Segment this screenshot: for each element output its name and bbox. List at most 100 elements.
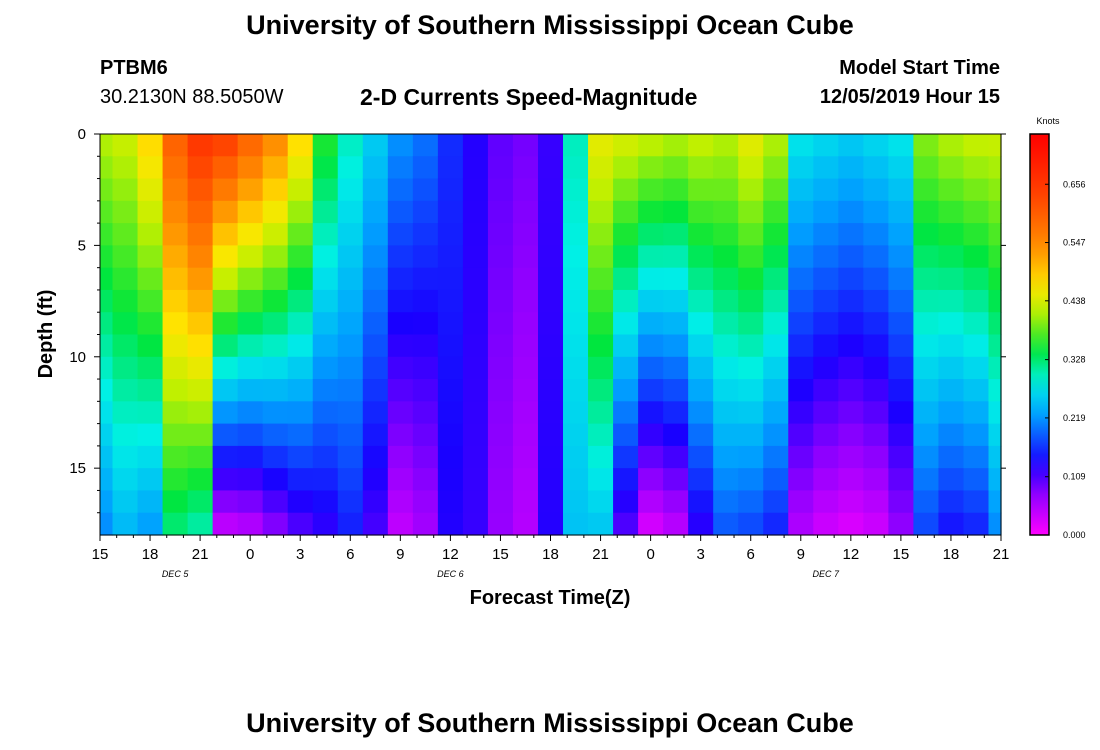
colorbar-tick-label: 0.109: [1063, 472, 1086, 482]
heatmap-cell: [913, 423, 940, 447]
heatmap-cell: [537, 423, 564, 447]
heatmap-cell: [913, 401, 940, 425]
heatmap-cell: [537, 223, 564, 246]
colorbar-tick-label: 0.438: [1063, 296, 1086, 306]
heatmap-cell: [813, 223, 839, 246]
heatmap-cell: [287, 223, 314, 246]
heatmap-cell: [713, 490, 739, 514]
heatmap-cell: [738, 156, 764, 180]
heatmap-cell: [763, 134, 789, 157]
heatmap-cell: [237, 312, 264, 336]
heatmap-cell: [100, 468, 114, 492]
heatmap-cell: [738, 512, 764, 536]
heatmap-cell: [563, 334, 589, 358]
heatmap-cell: [988, 156, 1002, 180]
heatmap-cell: [588, 178, 614, 202]
heatmap-cell: [312, 156, 339, 180]
heatmap-cell: [663, 156, 689, 180]
heatmap-cell: [563, 379, 589, 402]
heatmap-cell: [663, 245, 689, 269]
heatmap-cell: [938, 490, 965, 514]
heatmap-cell: [362, 379, 389, 402]
y-axis-label: Depth (ft): [35, 290, 57, 379]
heatmap-cell: [988, 468, 1002, 492]
heatmap-cell: [963, 156, 990, 180]
heatmap-cell: [537, 334, 564, 358]
heatmap-cell: [938, 134, 965, 157]
heatmap-cell: [788, 356, 814, 380]
heatmap-cell: [863, 334, 889, 358]
heatmap-cell: [813, 312, 839, 336]
heatmap-cell: [763, 356, 789, 380]
colorbar-legend: Knots 0.000 0.109 0.219 0.328 0.438 0.547 0.65…: [1029, 116, 1086, 540]
heatmap-cell: [563, 245, 589, 269]
heatmap-cell: [963, 423, 990, 447]
heatmap-cell: [187, 512, 214, 536]
heatmap-cell: [838, 289, 864, 313]
heatmap-cell: [838, 490, 864, 514]
heatmap-cell: [537, 245, 564, 269]
heatmap-cell: [462, 334, 489, 358]
heatmap-cell: [863, 356, 889, 380]
heatmap-cell: [512, 379, 539, 402]
heatmap-cell: [262, 512, 289, 536]
heatmap-cell: [437, 312, 464, 336]
heatmap-cell: [537, 512, 564, 536]
heatmap-cell: [262, 245, 289, 269]
heatmap-cell: [412, 356, 439, 380]
heatmap-cell: [262, 267, 289, 291]
heatmap-cell: [337, 512, 364, 536]
heatmap-cell: [487, 490, 514, 514]
heatmap-cell: [437, 423, 464, 447]
heatmap-cell: [287, 356, 314, 380]
heatmap-cell: [462, 468, 489, 492]
heatmap-cell: [100, 312, 114, 336]
heatmap-cell: [663, 312, 689, 336]
heatmap-cell: [938, 379, 965, 402]
heatmap-cell: [387, 267, 414, 291]
heatmap-cell: [462, 423, 489, 447]
heatmap-cell: [763, 223, 789, 246]
heatmap-cell: [212, 468, 239, 492]
heatmap-cell: [688, 289, 714, 313]
heatmap-cell: [913, 200, 940, 224]
heatmap-cell: [487, 334, 514, 358]
heatmap-cell: [512, 178, 539, 202]
heatmap-cell: [237, 178, 264, 202]
heatmap-cell: [763, 379, 789, 402]
heatmap-cell: [237, 423, 264, 447]
heatmap-cell: [212, 334, 239, 358]
heatmap-cell: [362, 401, 389, 425]
heatmap-cell: [537, 445, 564, 469]
heatmap-cell: [638, 334, 664, 358]
heatmap-cell: [362, 512, 389, 536]
heatmap-cell: [137, 312, 164, 336]
heatmap-cell: [437, 445, 464, 469]
heatmap-cell: [713, 512, 739, 536]
heatmap-cell: [337, 379, 364, 402]
heatmap-cell: [362, 468, 389, 492]
heatmap-cell: [563, 312, 589, 336]
heatmap-cell: [437, 334, 464, 358]
heatmap-cell: [988, 200, 1002, 224]
heatmap-cell: [613, 401, 639, 425]
heatmap-cell: [638, 267, 664, 291]
heatmap-cell: [187, 223, 214, 246]
heatmap-cell: [713, 245, 739, 269]
heatmap-cell: [588, 289, 614, 313]
heatmap-cell: [162, 200, 189, 224]
heatmap-cell: [437, 512, 464, 536]
heatmap-cell: [112, 423, 139, 447]
heatmap-cell: [387, 445, 414, 469]
heatmap-cell: [988, 512, 1002, 536]
heatmap-cell: [237, 512, 264, 536]
heatmap-cell: [337, 178, 364, 202]
heatmap-cell: [237, 156, 264, 180]
heatmap-cell: [512, 512, 539, 536]
date-label: DEC 5: [162, 569, 190, 579]
heatmap-cell: [788, 334, 814, 358]
heatmap-cell: [112, 401, 139, 425]
heatmap-cell: [412, 334, 439, 358]
heatmap-cell: [287, 445, 314, 469]
heatmap-cell: [237, 267, 264, 291]
